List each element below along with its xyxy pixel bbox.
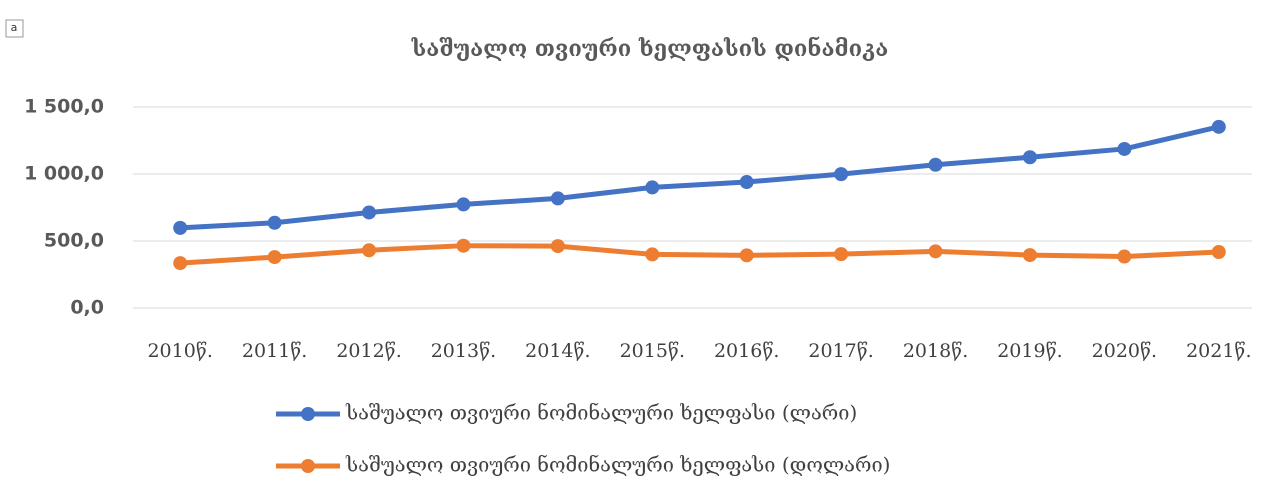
legend-label: საშუალო თვიური ნომინალური ხელფასი (ლარი) [345,401,857,425]
y-tick-label: 500,0 [44,230,104,252]
data-point [1211,119,1226,134]
data-point [739,248,754,263]
data-point [173,220,188,235]
x-tick-label: 2015წ. [620,340,685,362]
x-tick-label: 2016წ. [714,340,779,362]
data-point [267,215,282,230]
x-tick-label: 2020წ. [1092,340,1157,362]
corner-box [5,19,24,38]
x-tick-label: 2013წ. [431,340,496,362]
corner-label: a [11,21,18,34]
data-point [1211,244,1226,259]
legend-marker [301,407,315,421]
legend-marker [301,459,315,473]
x-tick-label: 2010წ. [147,340,212,362]
x-tick-label: 2018წ. [903,340,968,362]
data-point [267,250,282,265]
x-tick-label: 2019წ. [997,340,1062,362]
data-point [1022,248,1037,263]
data-point [550,239,565,254]
data-point [1117,249,1132,264]
data-point [739,175,754,190]
data-point [928,244,943,259]
x-tick-label: 2017წ. [808,340,873,362]
series-line [180,124,1220,231]
data-point [834,247,849,262]
y-tick-label: 1 000,0 [24,163,104,185]
chart-title: საშუალო თვიური ხელფასის დინამიკა [411,36,889,62]
data-point [645,180,660,195]
data-point [1117,141,1132,156]
x-tick-label: 2012წ. [336,340,401,362]
data-point [456,238,471,253]
x-tick-label: 2021წ. [1186,340,1251,362]
data-point [173,256,188,271]
data-point [362,205,377,220]
data-point [928,157,943,172]
x-tick-label: 2014წ. [525,340,590,362]
y-tick-label: 0,0 [70,297,104,319]
x-tick-label: 2011წ. [242,340,307,362]
series-line [180,243,1219,266]
data-point [1022,150,1037,165]
data-point [456,197,471,212]
y-tick-label: 1 500,0 [24,96,104,118]
data-point [834,167,849,182]
legend-label: საშუალო თვიური ნომინალური ხელფასი (დოლარ… [345,453,890,477]
data-point [550,191,565,206]
data-point [645,247,660,262]
data-point [362,243,377,258]
